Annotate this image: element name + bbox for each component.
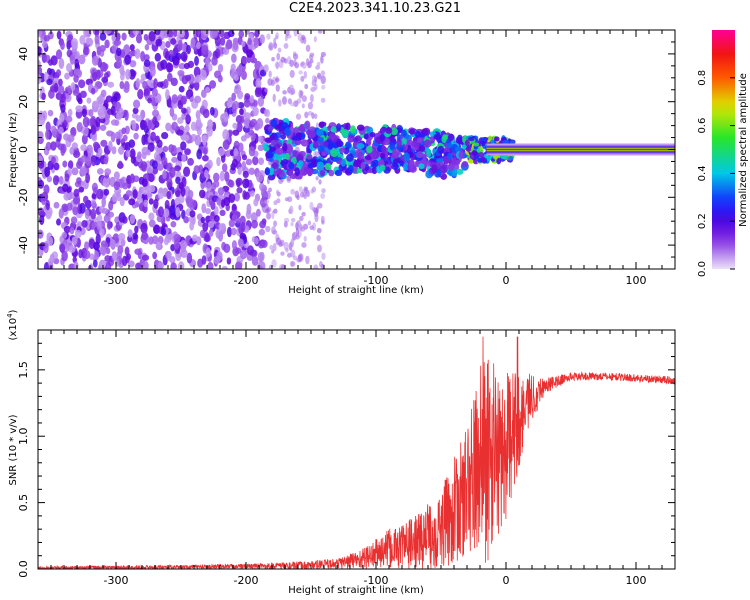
- y-unit-text: (x104): [6, 309, 19, 340]
- y-axis-label: Frequency (Hz): [8, 112, 19, 188]
- x-tick-label: -100: [364, 274, 389, 287]
- x-tick-label: -200: [234, 274, 259, 287]
- colorbar-tick-label: 0.4: [697, 165, 708, 181]
- y-tick-label: 0.0: [17, 560, 30, 578]
- colorbar-tick-label: 0.0: [697, 261, 708, 277]
- x-tick-label: 100: [626, 574, 647, 587]
- x-tick-label: 0: [503, 574, 510, 587]
- y-unit-label: (x104): [6, 309, 19, 340]
- figure-title: C2E4.2023.341.10.23.G21: [288, 1, 462, 16]
- colorbar-label: Normalized spectral amplitude: [738, 73, 749, 227]
- y-tick-label: -20: [17, 188, 30, 206]
- y-tick-label: 40: [17, 47, 30, 61]
- colorbar-tick-label: 0.2: [697, 213, 708, 229]
- colorbar-tick-label: 0.6: [697, 118, 708, 134]
- y-tick-label: 1.5: [17, 361, 30, 379]
- snr-frame: [37, 329, 676, 570]
- x-tick-label: -300: [104, 274, 129, 287]
- y-tick-label: 20: [17, 95, 30, 109]
- y-tick-label: 0.5: [17, 494, 30, 512]
- colorbar: 0.0 0.2 0.4 0.6 0.8 Normalized spectral ampli…: [697, 30, 749, 277]
- x-axis-label: Height of straight line (km): [288, 585, 424, 596]
- colorbar-gradient: [712, 30, 735, 269]
- y-tick-label: -40: [17, 236, 30, 254]
- y-tick-label: 1.0: [17, 427, 30, 445]
- snr-series-line: [38, 336, 675, 569]
- x-axis-label: Height of straight line (km): [288, 285, 424, 296]
- x-tick-label: -100: [364, 574, 389, 587]
- y-axis-label: SNR (10 * v/v): [8, 414, 19, 485]
- spectrogram-cells: [38, 30, 675, 269]
- colorbar-tick-label: 0.8: [697, 70, 708, 86]
- y-tick-label: 0: [17, 146, 30, 153]
- x-tick-label: -200: [234, 574, 259, 587]
- x-tick-label: 100: [626, 274, 647, 287]
- x-tick-label: 0: [503, 274, 510, 287]
- snr-panel: -300 -200 -100 0 100 0.0 0.5 1.0 1.5 Height of st…: [6, 309, 676, 596]
- x-tick-label: -300: [104, 574, 129, 587]
